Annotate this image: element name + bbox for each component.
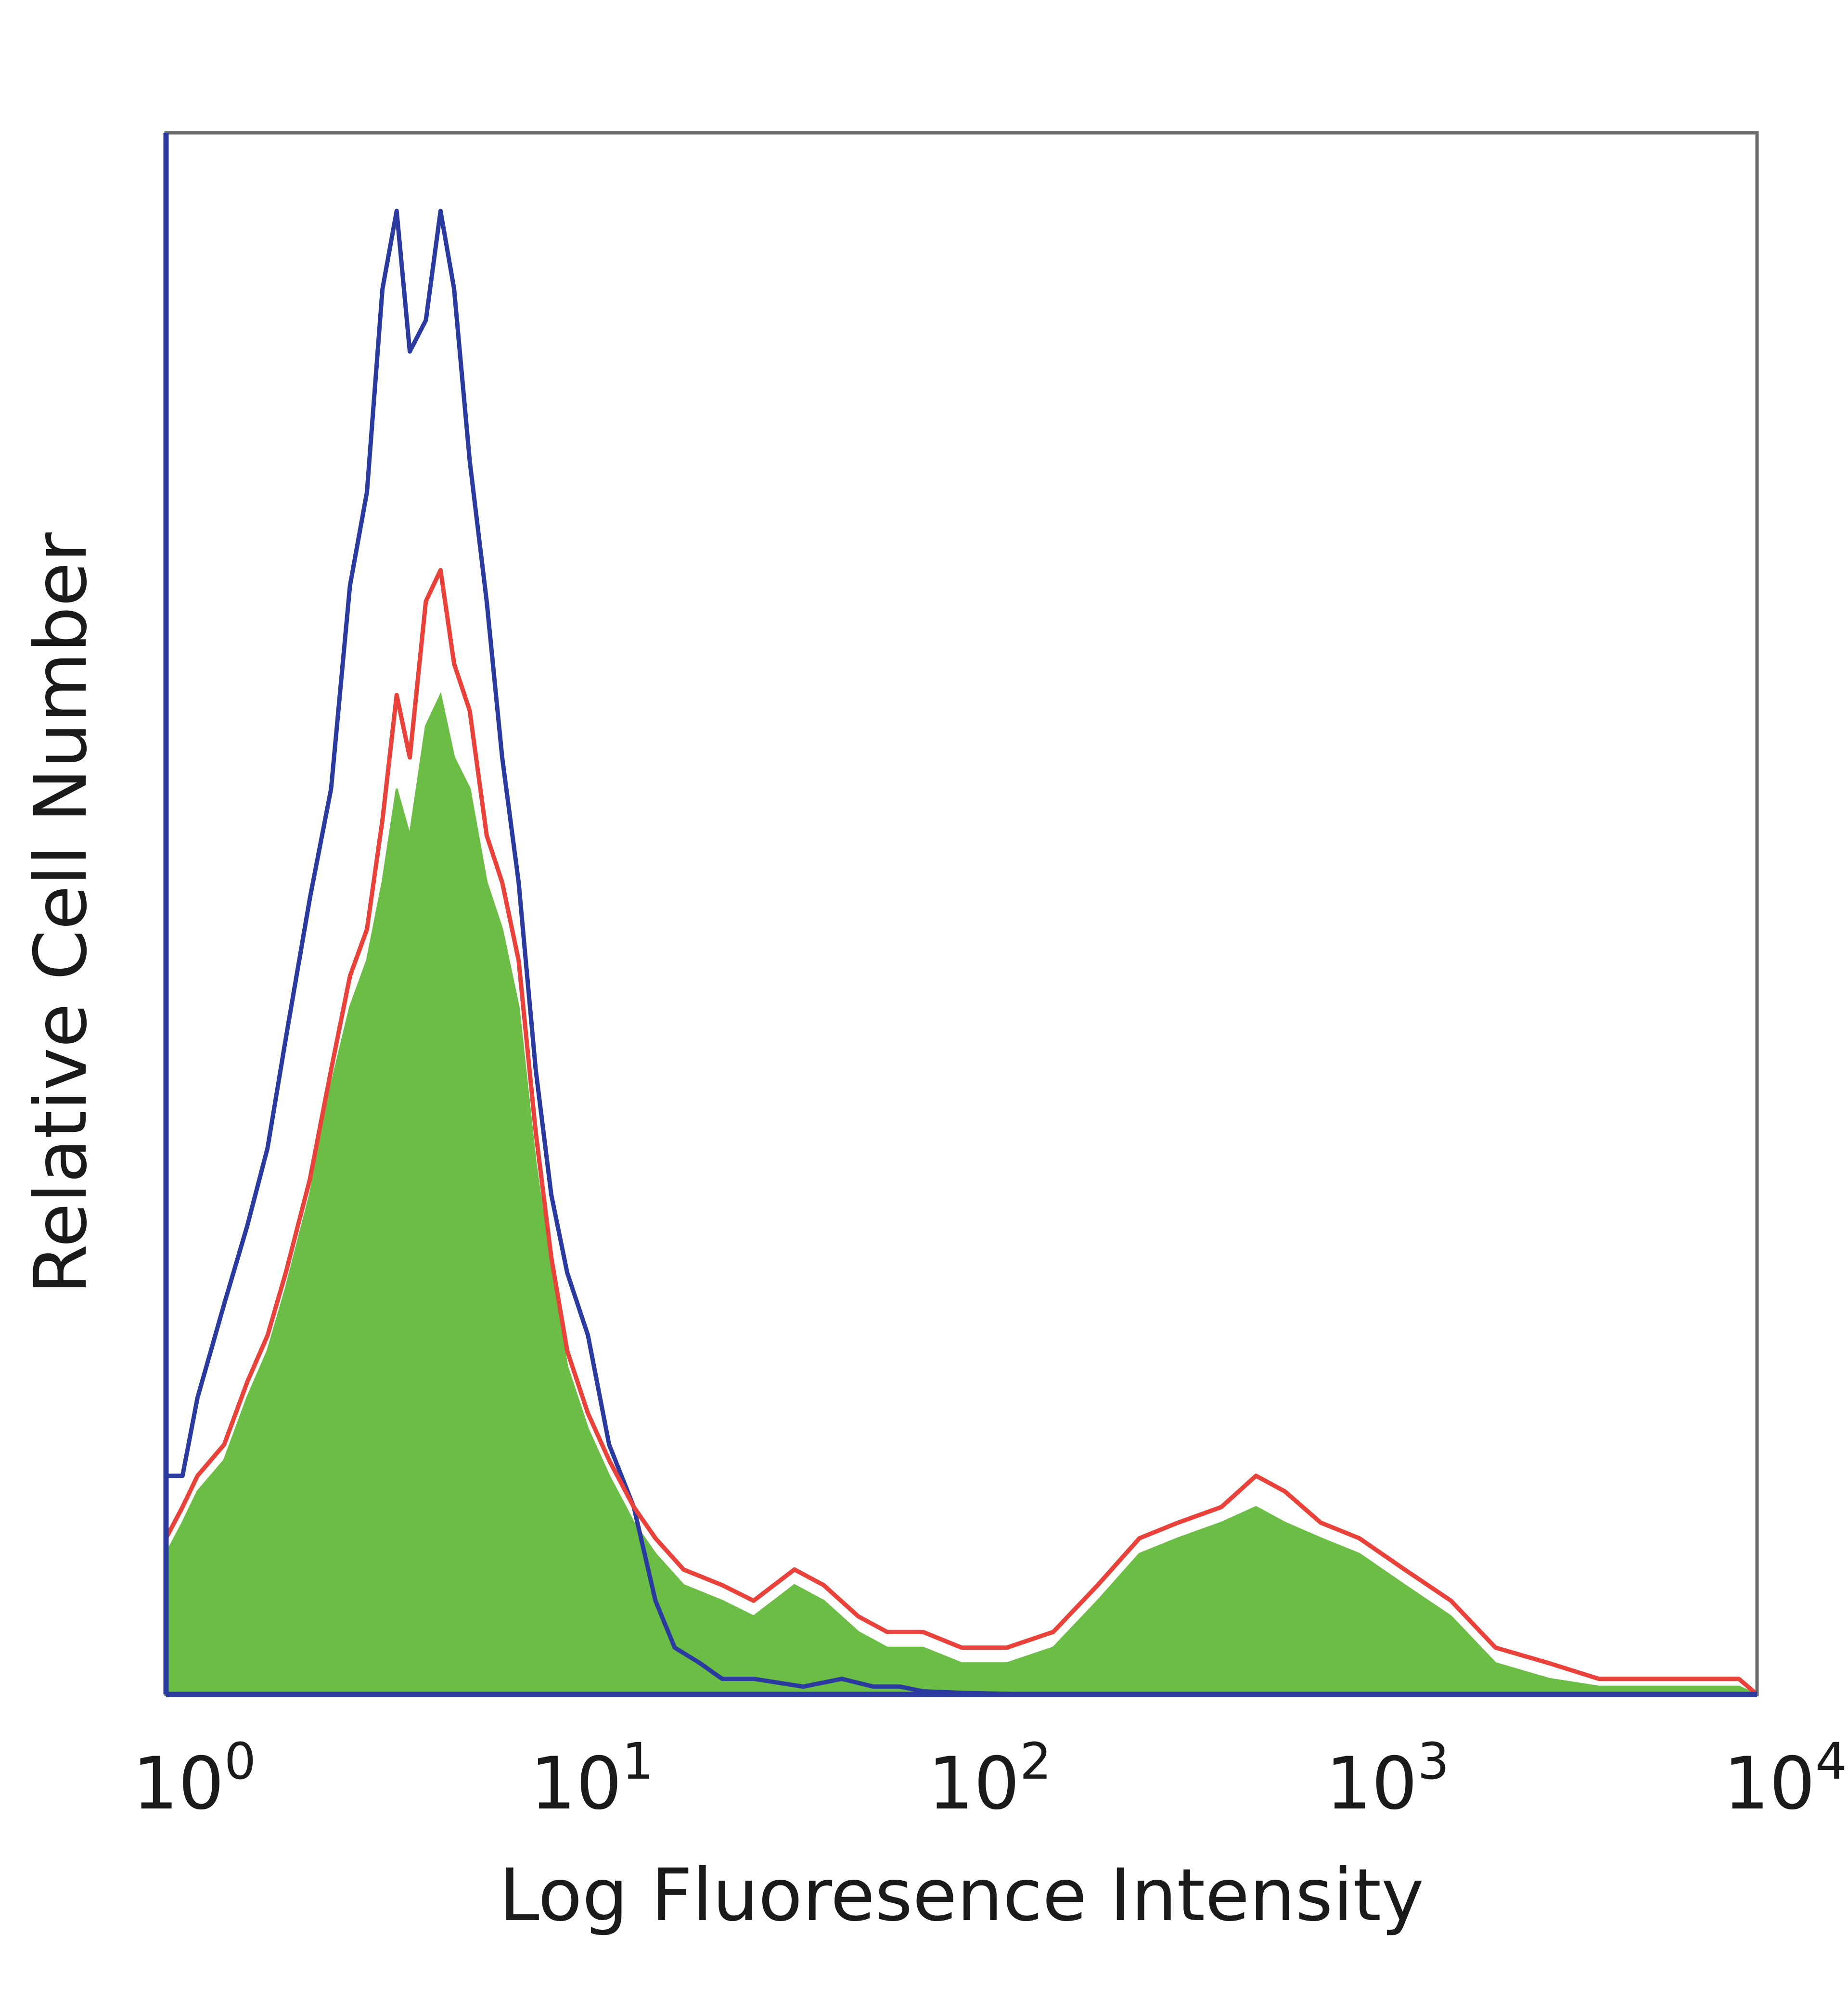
x-axis-title: Log Fluoresence Intensity (499, 1854, 1424, 1937)
x-tick-label: 101 (530, 1732, 654, 1826)
x-tick-labels: 100 101 102 103 104 (132, 1732, 1847, 1826)
y-axis-title: Relative Cell Number (19, 532, 103, 1295)
series-layer (164, 208, 1758, 1697)
x-tick-label: 103 (1326, 1732, 1450, 1826)
x-tick-label: 100 (132, 1732, 256, 1826)
series-outline-1 (164, 568, 1758, 1696)
series-outline-0 (166, 208, 1757, 1697)
x-tick-label: 102 (928, 1732, 1052, 1826)
x-tick-label: 104 (1723, 1732, 1847, 1826)
series-filled-2 (165, 692, 1758, 1695)
